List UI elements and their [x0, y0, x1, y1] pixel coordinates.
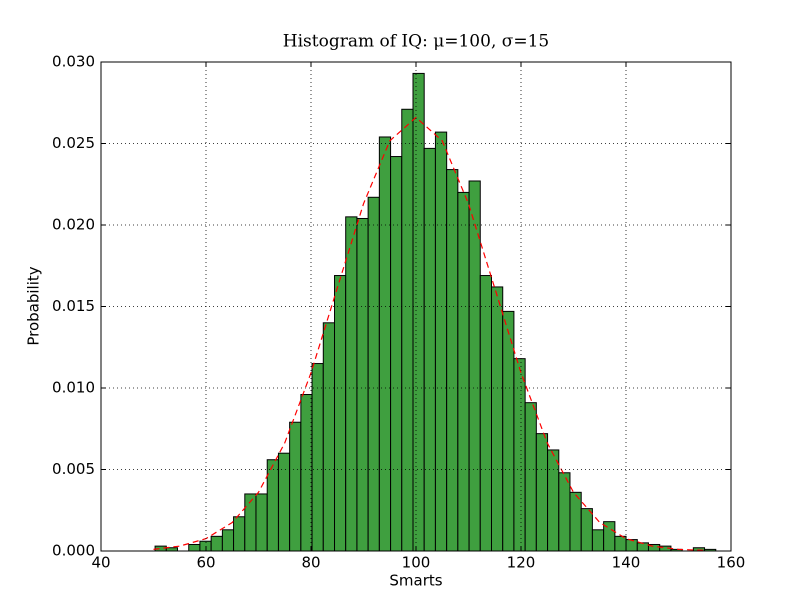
bar	[502, 310, 515, 552]
bar	[547, 449, 560, 552]
bar	[434, 131, 448, 552]
x-tick-label: 160	[717, 554, 746, 572]
bar	[300, 394, 313, 552]
bar	[289, 421, 302, 552]
bar	[558, 472, 571, 552]
x-tick-label: 60	[196, 554, 215, 572]
bar	[210, 535, 223, 552]
bar	[446, 169, 459, 552]
x-axis-label: Smarts	[389, 572, 442, 590]
bar	[423, 147, 436, 552]
plot-frame	[100, 61, 732, 552]
bar	[390, 156, 403, 552]
bar	[457, 191, 470, 552]
x-tick-label: 80	[301, 554, 320, 572]
bar	[524, 402, 537, 552]
bar	[255, 493, 268, 552]
x-tick-label: 140	[612, 554, 641, 572]
bar	[334, 275, 347, 552]
y-tick-label: 0.020	[52, 216, 95, 234]
x-tick-label: 40	[91, 554, 110, 572]
bar	[356, 217, 369, 552]
y-tick-label: 0.030	[52, 53, 95, 71]
bar	[479, 275, 492, 552]
bar	[636, 542, 649, 552]
bar	[412, 72, 425, 552]
bar	[311, 363, 324, 552]
bar	[401, 108, 414, 552]
bar	[378, 136, 392, 552]
x-tick-label: 120	[507, 554, 536, 572]
bar	[625, 539, 638, 552]
y-tick-label: 0.000	[52, 542, 95, 560]
x-tick-label: 100	[402, 554, 431, 572]
bar	[591, 529, 605, 552]
bar	[221, 529, 235, 552]
y-tick-label: 0.010	[52, 379, 95, 397]
y-tick-label: 0.015	[52, 297, 95, 315]
bar	[188, 543, 201, 552]
bar	[277, 452, 291, 552]
bar	[580, 508, 593, 552]
bar	[266, 459, 279, 552]
bar	[345, 216, 358, 552]
bar	[614, 535, 627, 552]
bar	[513, 358, 526, 552]
bar	[535, 433, 549, 552]
bar	[367, 196, 380, 552]
y-tick-label: 0.005	[52, 460, 95, 478]
y-tick-label: 0.025	[52, 134, 95, 152]
fit-curve	[153, 116, 705, 551]
bar	[569, 491, 582, 552]
bar	[490, 286, 504, 552]
bar	[322, 322, 336, 552]
y-axis-label: Probability	[25, 266, 43, 345]
bar	[233, 516, 246, 552]
chart-title: Histogram of IQ: μ=100, σ=15	[283, 32, 549, 52]
